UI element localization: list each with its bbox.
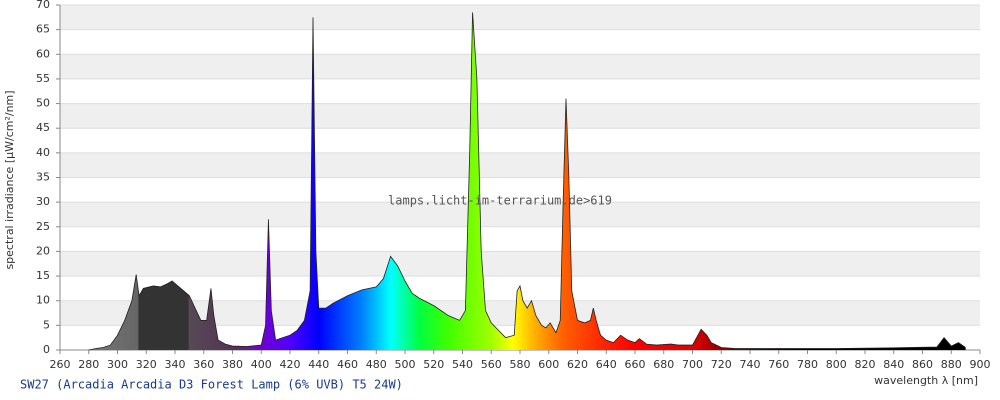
watermark: lamps.licht-im-terrarium.de>619 — [388, 194, 612, 208]
grid-band — [60, 251, 980, 277]
y-tick-label: 50 — [36, 97, 50, 110]
x-tick-label: 480 — [366, 358, 387, 371]
x-tick-label: 560 — [481, 358, 502, 371]
x-tick-label: 900 — [970, 358, 991, 371]
y-tick-label: 25 — [36, 220, 50, 233]
grid-band — [60, 152, 980, 178]
y-tick-label: 65 — [36, 23, 50, 36]
x-tick-label: 280 — [78, 358, 99, 371]
y-tick-label: 15 — [36, 269, 50, 282]
spectrum-area — [88, 12, 966, 351]
x-tick-label: 580 — [510, 358, 531, 371]
x-tick-label: 360 — [193, 358, 214, 371]
x-tick-label: 260 — [50, 358, 71, 371]
x-tick-label: 540 — [452, 358, 473, 371]
y-tick-label: 60 — [36, 47, 50, 60]
y-tick-label: 55 — [36, 72, 50, 85]
x-tick-label: 800 — [826, 358, 847, 371]
grid-band — [60, 5, 980, 30]
y-tick-label: 20 — [36, 244, 50, 257]
x-tick-label: 720 — [711, 358, 732, 371]
x-axis-label: wavelength λ [nm] — [874, 374, 978, 387]
x-tick-label: 440 — [308, 358, 329, 371]
x-tick-label: 740 — [740, 358, 761, 371]
y-axis-label: spectral irradiance [µW/cm²/nm] — [3, 90, 16, 269]
y-tick-label: 70 — [36, 0, 50, 11]
x-tick-label: 880 — [941, 358, 962, 371]
x-tick-label: 620 — [567, 358, 588, 371]
x-tick-label: 520 — [423, 358, 444, 371]
x-tick-label: 500 — [395, 358, 416, 371]
x-tick-label: 640 — [596, 358, 617, 371]
spectrum-line — [88, 12, 966, 351]
x-tick-label: 420 — [280, 358, 301, 371]
x-tick-label: 300 — [107, 358, 128, 371]
x-tick-label: 380 — [222, 358, 243, 371]
x-tick-label: 660 — [625, 358, 646, 371]
y-tick-label: 45 — [36, 121, 50, 134]
x-tick-label: 400 — [251, 358, 272, 371]
grid-band — [60, 202, 980, 227]
y-tick-label: 35 — [36, 171, 50, 184]
x-tick-label: 320 — [136, 358, 157, 371]
x-tick-label: 460 — [337, 358, 358, 371]
y-tick-label: 40 — [36, 146, 50, 159]
x-tick-label: 840 — [883, 358, 904, 371]
grid-band — [60, 54, 980, 79]
y-tick-label: 10 — [36, 294, 50, 307]
x-tick-label: 860 — [912, 358, 933, 371]
x-tick-label: 760 — [768, 358, 789, 371]
caption: SW27 (Arcadia Arcadia D3 Forest Lamp (6%… — [20, 378, 403, 392]
x-tick-label: 780 — [797, 358, 818, 371]
x-tick-label: 680 — [653, 358, 674, 371]
x-tick-label: 340 — [165, 358, 186, 371]
x-tick-label: 700 — [682, 358, 703, 371]
x-tick-label: 820 — [855, 358, 876, 371]
y-tick-label: 5 — [43, 318, 50, 331]
grid-band — [60, 103, 980, 129]
x-tick-label: 600 — [538, 358, 559, 371]
y-tick-label: 0 — [43, 343, 50, 356]
y-tick-label: 30 — [36, 195, 50, 208]
